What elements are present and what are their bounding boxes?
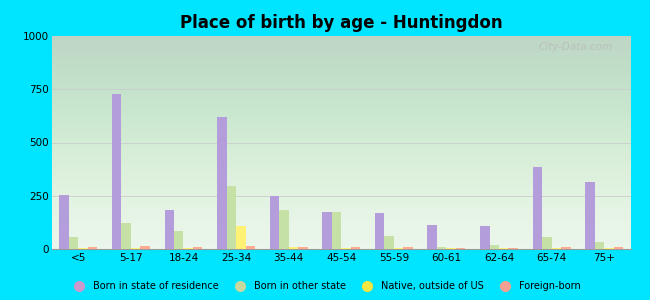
Bar (604, 248, 614, 249)
Bar (403, 247, 413, 249)
Bar (227, 186, 236, 249)
Bar (78, 248, 88, 249)
Legend: Born in state of residence, Born in other state, Native, outside of US, Foreign-: Born in state of residence, Born in othe… (66, 278, 584, 295)
Bar (59, 195, 69, 249)
Bar (384, 236, 394, 249)
Bar (561, 247, 571, 249)
Bar (69, 237, 78, 249)
Bar (298, 247, 307, 249)
Bar (351, 247, 360, 249)
Bar (164, 210, 174, 249)
Bar (322, 212, 332, 249)
Bar (246, 246, 255, 249)
Bar (480, 226, 489, 249)
Title: Place of birth by age - Huntingdon: Place of birth by age - Huntingdon (180, 14, 502, 32)
Bar (183, 248, 193, 249)
Bar (489, 245, 499, 249)
Bar (174, 231, 183, 249)
Bar (614, 247, 623, 249)
Bar (332, 212, 341, 249)
Bar (437, 247, 447, 249)
Bar (236, 226, 246, 249)
Bar (456, 248, 465, 249)
Bar (595, 242, 604, 249)
Bar (428, 224, 437, 249)
Bar (270, 196, 280, 249)
Bar (533, 167, 542, 249)
Bar (280, 210, 289, 249)
Bar (542, 237, 552, 249)
Bar (112, 94, 122, 249)
Bar (289, 247, 298, 249)
Bar (88, 247, 97, 249)
Bar (122, 224, 131, 249)
Text: City-Data.com: City-Data.com (539, 42, 613, 52)
Bar (394, 248, 403, 249)
Bar (375, 213, 384, 249)
Bar (140, 246, 150, 249)
Bar (193, 247, 202, 249)
Bar (508, 248, 518, 249)
Bar (585, 182, 595, 249)
Bar (499, 248, 508, 249)
Bar (447, 248, 456, 249)
Bar (217, 117, 227, 249)
Bar (552, 248, 561, 249)
Bar (131, 248, 140, 249)
Bar (341, 248, 351, 249)
